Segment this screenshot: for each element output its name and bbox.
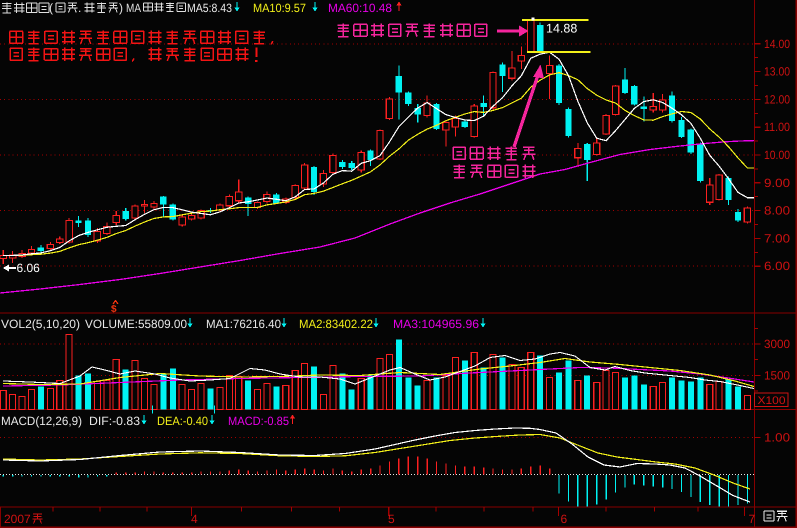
svg-text:3000: 3000	[764, 337, 790, 351]
svg-text:MA2:83402.22: MA2:83402.22	[299, 317, 373, 331]
svg-text:X100: X100	[758, 395, 786, 407]
svg-text:VOL2(5,10,20): VOL2(5,10,20)	[1, 317, 80, 331]
svg-text:13.00: 13.00	[764, 65, 790, 79]
svg-text:MA60:10.48: MA60:10.48	[328, 1, 392, 15]
svg-text:DEA:-0.40: DEA:-0.40	[157, 414, 208, 428]
svg-text:MACD(12,26,9): MACD(12,26,9)	[1, 414, 82, 428]
svg-text:DIF:-0.83: DIF:-0.83	[89, 414, 140, 428]
svg-text:6: 6	[561, 512, 568, 526]
svg-text:9.00: 9.00	[764, 176, 790, 190]
svg-text:7: 7	[749, 512, 756, 526]
svg-text:11.00: 11.00	[764, 120, 790, 134]
svg-text:14.00: 14.00	[764, 37, 790, 51]
svg-text:MA: MA	[126, 1, 141, 15]
svg-text:2007: 2007	[4, 512, 31, 526]
svg-text:8.00: 8.00	[764, 204, 790, 218]
svg-text:6.06: 6.06	[17, 261, 41, 275]
svg-text:MA5:8.43: MA5:8.43	[187, 1, 232, 15]
svg-text:MACD:-0.85: MACD:-0.85	[228, 414, 289, 428]
svg-text:6.00: 6.00	[764, 259, 790, 273]
svg-text:10.00: 10.00	[764, 148, 790, 162]
svg-text:14.88: 14.88	[546, 22, 577, 36]
svg-text:VOLUME:55809.00: VOLUME:55809.00	[85, 317, 187, 331]
svg-text:$: $	[111, 304, 117, 315]
svg-text:MA3:104965.96: MA3:104965.96	[393, 317, 479, 331]
svg-text:1500: 1500	[764, 369, 790, 383]
svg-text:.: .	[78, 1, 81, 15]
svg-text:MA1:76216.40: MA1:76216.40	[206, 317, 281, 331]
svg-text:4: 4	[191, 512, 198, 526]
svg-text:7.00: 7.00	[764, 231, 790, 245]
svg-text:): )	[119, 1, 123, 15]
svg-text:12.00: 12.00	[764, 92, 790, 106]
svg-text:5: 5	[388, 512, 395, 526]
svg-text:1.00: 1.00	[764, 431, 790, 445]
svg-text:(: (	[49, 1, 53, 15]
svg-text:MA10:9.57: MA10:9.57	[253, 1, 306, 15]
